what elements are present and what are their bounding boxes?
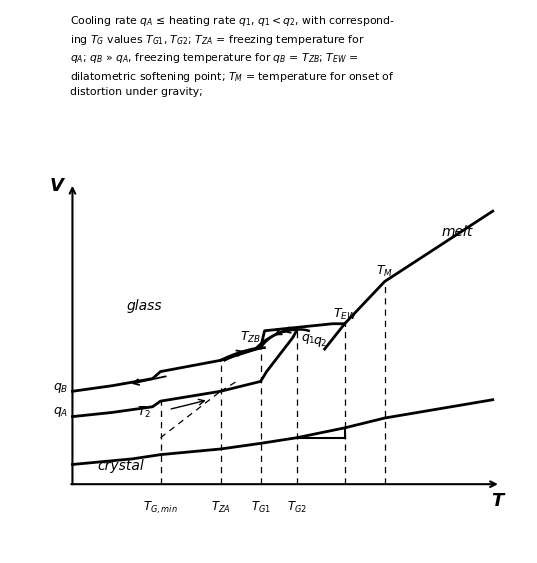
Text: V: V bbox=[49, 177, 63, 195]
Text: $T_M$: $T_M$ bbox=[376, 263, 393, 279]
Text: melt: melt bbox=[441, 225, 473, 239]
Text: $T_{G,min}$: $T_{G,min}$ bbox=[143, 500, 178, 516]
Text: $T_2$: $T_2$ bbox=[137, 405, 151, 420]
Text: $q_A$: $q_A$ bbox=[53, 405, 68, 419]
Text: $T_{G2}$: $T_{G2}$ bbox=[287, 500, 307, 515]
Text: $q_1$: $q_1$ bbox=[301, 332, 315, 346]
Text: $q_B$: $q_B$ bbox=[53, 382, 68, 395]
Text: $T_{G1}$: $T_{G1}$ bbox=[251, 500, 271, 515]
Text: $T_{ZA}$: $T_{ZA}$ bbox=[211, 500, 230, 515]
Text: crystal: crystal bbox=[97, 459, 144, 473]
Text: $q_2$: $q_2$ bbox=[313, 335, 327, 349]
Text: glass: glass bbox=[127, 298, 162, 312]
Text: Cooling rate $q_A$ ≤ heating rate $q_1$, $q_1 < q_2$, with correspond-
ing $T_G$: Cooling rate $q_A$ ≤ heating rate $q_1$,… bbox=[70, 14, 395, 97]
Text: $T_{EW}$: $T_{EW}$ bbox=[332, 307, 357, 322]
Text: $T_{ZB}$: $T_{ZB}$ bbox=[240, 330, 261, 345]
Text: T: T bbox=[491, 492, 503, 510]
